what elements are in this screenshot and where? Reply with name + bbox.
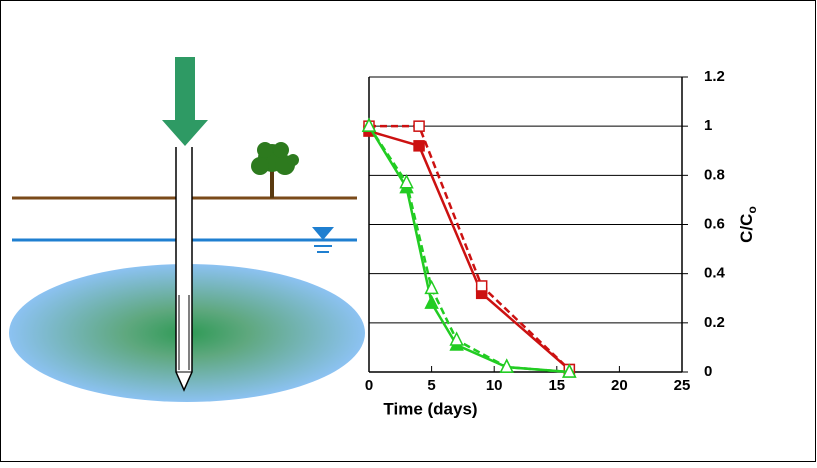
marker — [477, 281, 487, 291]
marker — [414, 141, 424, 151]
y-tick-label: 0.2 — [704, 314, 725, 331]
y-axis-label-main: C/C — [737, 214, 756, 243]
y-tick-label: 0 — [704, 363, 712, 380]
figure: 0 0.2 0.4 0.6 0.8 1 1.2 0 5 10 15 20 25 Time (days) C/… — [0, 0, 817, 463]
x-tick-label: 15 — [548, 377, 565, 394]
x-tick-label: 25 — [674, 377, 691, 394]
x-tick-label: 5 — [427, 377, 435, 394]
y-tick-label: 0.6 — [704, 215, 725, 232]
x-axis-label: Time (days) — [383, 399, 477, 418]
y-tick-label: 0.8 — [704, 166, 725, 183]
x-tick-label: 10 — [486, 377, 503, 394]
x-tick-label: 0 — [365, 377, 373, 394]
marker — [414, 121, 424, 131]
y-tick-label: 1 — [704, 117, 712, 134]
x-tick-label: 20 — [611, 377, 628, 394]
y-tick-label: 1.2 — [704, 68, 725, 85]
well — [176, 147, 192, 390]
y-axis-label-sub: o — [745, 206, 759, 213]
y-tick-label: 0.4 — [704, 265, 726, 282]
